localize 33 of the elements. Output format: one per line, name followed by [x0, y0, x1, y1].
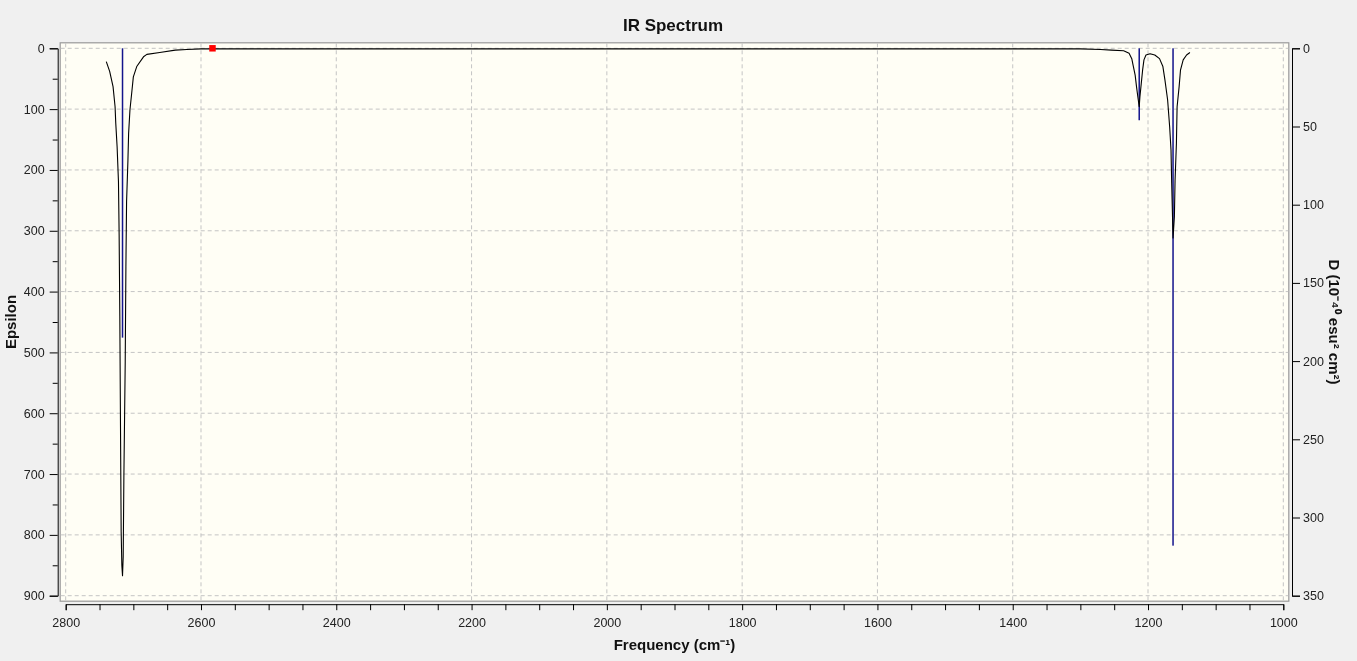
line-series [105, 48, 1191, 577]
y2-tick-label: 100 [1303, 198, 1324, 213]
x-tick-label: 2600 [187, 616, 216, 631]
y2-tick-label: 150 [1303, 276, 1324, 291]
x-tick-label: 1400 [999, 616, 1028, 631]
y-axis-title: Epsilon [2, 294, 19, 350]
x-axis-title: Frequency (cm⁻¹) [613, 636, 736, 653]
y-tick-label: 200 [23, 163, 45, 178]
chart-title: IR Spectrum [622, 16, 724, 35]
y2-tick-label: 200 [1303, 354, 1324, 369]
x-tick-label: 2800 [52, 616, 81, 631]
y-tick-label: 900 [23, 589, 45, 604]
x-tick-label: 1600 [864, 616, 892, 631]
y2-tick-label: 50 [1303, 120, 1317, 134]
x-tick-label: 2000 [593, 616, 622, 631]
y-tick-label: 500 [23, 345, 45, 360]
x-tick-label: 1000 [1269, 616, 1298, 631]
y-tick-label: 300 [23, 224, 45, 239]
y2-axis-title: D (10⁻⁴⁰ esu² cm²) [1326, 259, 1343, 385]
y2-tick-label: 300 [1303, 511, 1324, 525]
y2-tick-label: 350 [1303, 589, 1324, 604]
y-tick-label: 400 [23, 285, 45, 300]
y-tick-label: 700 [23, 467, 45, 482]
y-tick-label: 100 [23, 102, 45, 117]
x-tick-label: 1200 [1134, 616, 1163, 631]
x-tick-label: 2400 [322, 616, 351, 631]
y2-tick-label: 250 [1303, 432, 1324, 447]
y-tick-label: 0 [37, 41, 45, 56]
y2-tick-label: 0 [1303, 41, 1310, 56]
y-tick-label: 800 [23, 528, 45, 543]
x-tick-label: 2200 [458, 616, 487, 631]
x-tick-label: 1800 [728, 616, 757, 631]
y-tick-label: 600 [23, 406, 45, 421]
